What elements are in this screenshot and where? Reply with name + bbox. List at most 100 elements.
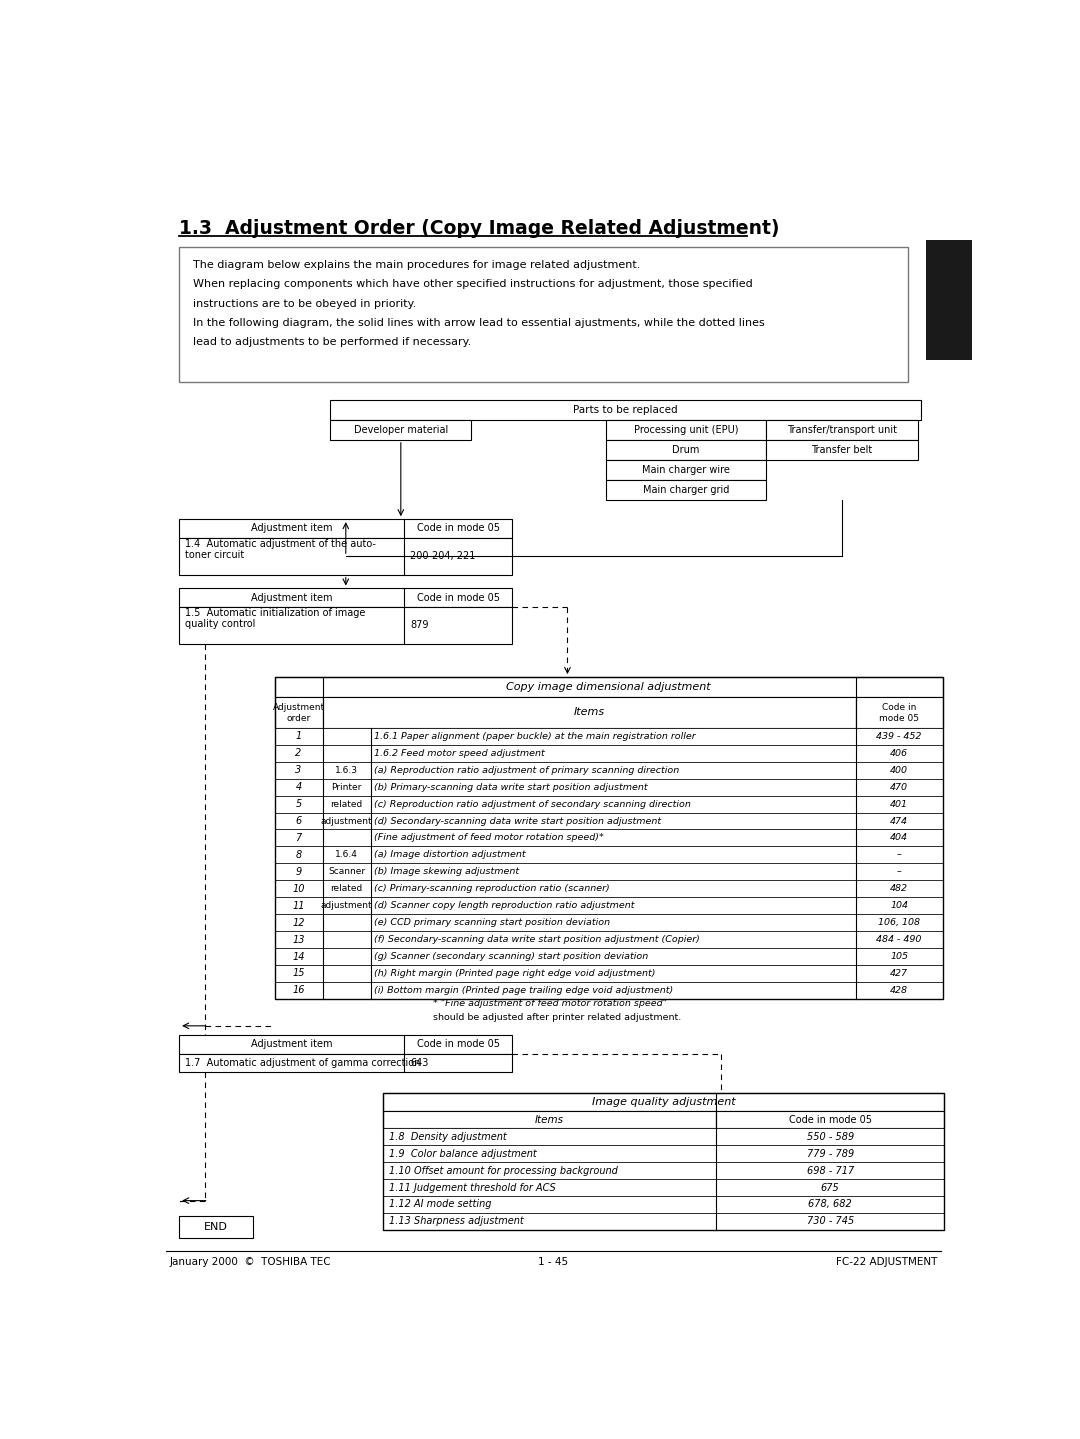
- Text: Adjustment item: Adjustment item: [251, 1039, 333, 1049]
- Text: 7: 7: [296, 833, 301, 843]
- Bar: [274, 931, 943, 948]
- Bar: [716, 1196, 944, 1213]
- Text: Code in mode 05: Code in mode 05: [788, 1115, 872, 1125]
- Text: 730 - 745: 730 - 745: [807, 1216, 854, 1226]
- Bar: [606, 481, 766, 499]
- Text: –: –: [896, 850, 902, 859]
- Text: 4: 4: [296, 783, 301, 791]
- Bar: [179, 1216, 253, 1238]
- Bar: [383, 1179, 716, 1196]
- Bar: [274, 676, 943, 696]
- Text: 474: 474: [890, 816, 908, 826]
- Text: instructions are to be obeyed in priority.: instructions are to be obeyed in priorit…: [193, 298, 417, 308]
- Text: 1.13 Sharpness adjustment: 1.13 Sharpness adjustment: [389, 1216, 524, 1226]
- Text: (f) Secondary-scanning data write start position adjustment (Copier): (f) Secondary-scanning data write start …: [374, 935, 700, 944]
- Text: 1.9  Color balance adjustment: 1.9 Color balance adjustment: [389, 1148, 537, 1158]
- Bar: [606, 420, 766, 440]
- Bar: [179, 519, 512, 538]
- Text: 3: 3: [296, 766, 301, 776]
- Text: END: END: [204, 1222, 228, 1232]
- Text: 13: 13: [293, 934, 305, 944]
- Bar: [274, 676, 943, 999]
- Bar: [330, 400, 921, 420]
- Bar: [383, 1163, 716, 1179]
- Bar: [179, 607, 512, 643]
- Text: (b) Primary-scanning data write start position adjustment: (b) Primary-scanning data write start po…: [374, 783, 647, 791]
- Text: 1.6.3: 1.6.3: [335, 766, 359, 774]
- Bar: [716, 1163, 944, 1179]
- Text: Main charger wire: Main charger wire: [643, 465, 730, 475]
- Text: Developer material: Developer material: [354, 425, 448, 435]
- Bar: [274, 745, 943, 761]
- Text: 11: 11: [293, 901, 305, 911]
- Text: 439 - 452: 439 - 452: [877, 732, 922, 741]
- Text: Scanner: Scanner: [328, 868, 365, 876]
- Text: 8: 8: [296, 850, 301, 861]
- Text: 1.12 AI mode setting: 1.12 AI mode setting: [389, 1200, 491, 1210]
- Bar: [383, 1128, 716, 1145]
- Text: (i) Bottom margin (Printed page trailing edge void adjustment): (i) Bottom margin (Printed page trailing…: [374, 986, 673, 994]
- Text: order: order: [286, 714, 311, 724]
- Text: The diagram below explains the main procedures for image related adjustment.: The diagram below explains the main proc…: [193, 260, 640, 271]
- Text: 550 - 589: 550 - 589: [807, 1131, 854, 1141]
- Text: (a) Reproduction ratio adjustment of primary scanning direction: (a) Reproduction ratio adjustment of pri…: [374, 766, 679, 774]
- Bar: [383, 1196, 716, 1213]
- Text: 779 - 789: 779 - 789: [807, 1148, 854, 1158]
- Bar: [179, 1035, 512, 1053]
- Text: 2: 2: [296, 748, 301, 758]
- Text: 1 - 45: 1 - 45: [539, 1258, 568, 1268]
- Text: 400: 400: [890, 766, 908, 774]
- Text: FC-22 ADJUSTMENT: FC-22 ADJUSTMENT: [836, 1258, 937, 1268]
- Text: 1.10 Offset amount for processing background: 1.10 Offset amount for processing backgr…: [389, 1166, 618, 1176]
- Text: Adjustment item: Adjustment item: [251, 524, 333, 534]
- Bar: [383, 1092, 944, 1230]
- Text: lead to adjustments to be performed if necessary.: lead to adjustments to be performed if n…: [193, 337, 471, 347]
- Text: 1.6.1 Paper alignment (paper buckle) at the main registration roller: 1.6.1 Paper alignment (paper buckle) at …: [374, 732, 696, 741]
- Text: 643: 643: [410, 1058, 429, 1068]
- Text: (a) Image distortion adjustment: (a) Image distortion adjustment: [374, 850, 525, 859]
- Bar: [274, 948, 943, 966]
- Text: 879: 879: [410, 620, 429, 630]
- Text: 1.7  Automatic adjustment of gamma correction: 1.7 Automatic adjustment of gamma correc…: [186, 1058, 421, 1068]
- Text: (Fine adjustment of feed motor rotation speed)*: (Fine adjustment of feed motor rotation …: [374, 833, 604, 842]
- Text: (h) Right margin (Printed page right edge void adjustment): (h) Right margin (Printed page right edg…: [374, 968, 656, 979]
- Text: 106, 108: 106, 108: [878, 918, 920, 927]
- Text: adjustment: adjustment: [321, 816, 373, 826]
- Text: 401: 401: [890, 800, 908, 809]
- Bar: [274, 813, 943, 829]
- Text: January 2000  ©  TOSHIBA TEC: January 2000 © TOSHIBA TEC: [170, 1258, 332, 1268]
- Bar: [606, 440, 766, 460]
- Text: 1.11 Judgement threshold for ACS: 1.11 Judgement threshold for ACS: [389, 1183, 556, 1193]
- Bar: [274, 846, 943, 863]
- Text: (d) Scanner copy length reproduction ratio adjustment: (d) Scanner copy length reproduction rat…: [374, 901, 634, 911]
- Text: 10: 10: [293, 884, 305, 894]
- Text: 1.6.2 Feed motor speed adjustment: 1.6.2 Feed motor speed adjustment: [374, 748, 544, 758]
- Text: Transfer belt: Transfer belt: [811, 445, 873, 455]
- Bar: [179, 589, 512, 607]
- Bar: [274, 914, 943, 931]
- Text: (c) Reproduction ratio adjustment of secondary scanning direction: (c) Reproduction ratio adjustment of sec…: [374, 800, 690, 809]
- Text: 104: 104: [890, 901, 908, 911]
- Text: (g) Scanner (secondary scanning) start position deviation: (g) Scanner (secondary scanning) start p…: [374, 953, 648, 961]
- Text: toner circuit: toner circuit: [186, 550, 245, 560]
- Text: 9: 9: [296, 866, 301, 876]
- Text: 1: 1: [296, 731, 301, 741]
- Text: Code in mode 05: Code in mode 05: [417, 524, 500, 534]
- Text: 484 - 490: 484 - 490: [877, 935, 922, 944]
- Text: 482: 482: [890, 885, 908, 894]
- Text: 1.3  Adjustment Order (Copy Image Related Adjustment): 1.3 Adjustment Order (Copy Image Related…: [179, 219, 780, 237]
- Bar: [323, 696, 855, 728]
- Text: In the following diagram, the solid lines with arrow lead to essential ajustment: In the following diagram, the solid line…: [193, 318, 765, 328]
- Bar: [179, 1053, 512, 1072]
- Text: (c) Primary-scanning reproduction ratio (scanner): (c) Primary-scanning reproduction ratio …: [374, 885, 609, 894]
- Text: Main charger grid: Main charger grid: [643, 485, 729, 495]
- Text: 1.5  Automatic initialization of image: 1.5 Automatic initialization of image: [186, 609, 366, 619]
- Bar: [274, 898, 943, 914]
- Bar: [274, 696, 323, 728]
- Text: 675: 675: [821, 1183, 839, 1193]
- Text: 698 - 717: 698 - 717: [807, 1166, 854, 1176]
- Text: related: related: [330, 800, 363, 809]
- Text: –: –: [896, 868, 902, 876]
- Bar: [274, 863, 943, 881]
- Bar: [274, 728, 943, 745]
